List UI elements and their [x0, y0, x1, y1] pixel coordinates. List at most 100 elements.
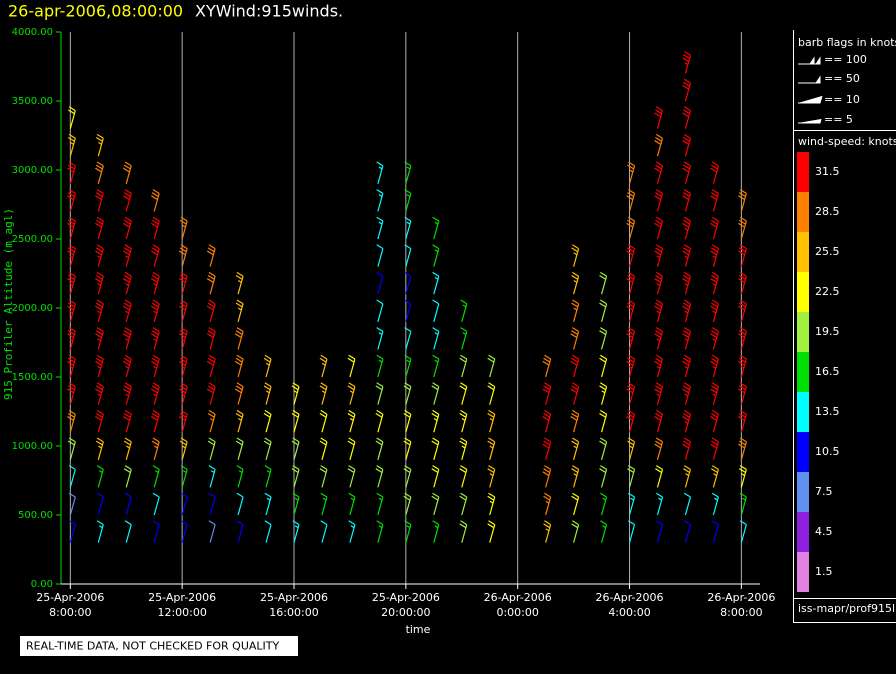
- wind-barb: [95, 271, 104, 295]
- colorbar-swatch: [797, 512, 809, 552]
- wind-barb: [404, 189, 412, 212]
- wind-barb: [432, 216, 440, 240]
- wind-barb: [738, 216, 747, 240]
- wind-barb: [738, 327, 747, 350]
- wind-barb: [123, 216, 132, 240]
- wind-barb: [150, 271, 160, 295]
- wind-barb: [95, 133, 104, 157]
- wind-barb: [682, 78, 692, 102]
- wind-barb: [710, 216, 719, 240]
- wind-barb: [375, 409, 384, 433]
- wind-barb: [67, 437, 76, 460]
- wind-barb: [67, 271, 76, 295]
- wind-barb: [487, 354, 496, 378]
- wind-barb: [123, 409, 132, 433]
- barb-legend-title: barb flags in knots: [798, 36, 896, 49]
- wind-barb: [626, 244, 636, 267]
- colorbar-swatch: [797, 232, 809, 272]
- wind-barb: [460, 299, 468, 322]
- wind-barb: [487, 437, 496, 460]
- wind-barb: [487, 382, 496, 405]
- wind-barb: [710, 437, 719, 460]
- wind-barb: [738, 437, 747, 460]
- wind-barb: [626, 216, 636, 240]
- wind-barb: [682, 161, 692, 184]
- colorbar-title: wind-speed: knots: [798, 135, 896, 148]
- wind-barb: [95, 244, 104, 267]
- wind-barb: [626, 327, 636, 350]
- wind-barb: [152, 465, 160, 488]
- wind-barb: [710, 299, 719, 322]
- wind-barb: [375, 382, 384, 405]
- wind-barb: [67, 189, 76, 212]
- wind-barb: [376, 327, 384, 350]
- wind-barb: [682, 437, 692, 460]
- colorbar-swatch: [797, 152, 809, 192]
- wind-barb: [655, 520, 664, 543]
- wind-barb: [124, 520, 132, 543]
- wind-barb: [459, 354, 468, 378]
- barb-legend-entry: == 10: [824, 93, 860, 106]
- wind-barb: [319, 409, 328, 433]
- wind-barb: [150, 327, 160, 350]
- colorbar-label: 31.5: [815, 165, 840, 178]
- wind-barb: [208, 492, 216, 516]
- wind-barb: [627, 492, 636, 516]
- wind-barb: [459, 409, 468, 433]
- wind-barb: [682, 382, 692, 405]
- wind-barb: [431, 409, 440, 433]
- wind-barb: [68, 520, 76, 543]
- wind-barb: [180, 465, 188, 488]
- barb-legend-entry: == 50: [824, 72, 860, 85]
- wind-barb: [654, 299, 664, 322]
- wind-barb: [151, 437, 160, 460]
- wind-barb: [208, 520, 216, 543]
- wind-barb: [710, 409, 719, 433]
- wind-barb: [654, 189, 664, 212]
- wind-barb: [376, 189, 384, 212]
- wind-barb: [654, 133, 664, 157]
- wind-barb: [432, 299, 440, 322]
- wind-barb: [739, 492, 747, 516]
- wind-barb: [123, 244, 132, 267]
- colorbar-label: 22.5: [815, 285, 840, 298]
- wind-barb: [235, 299, 244, 322]
- wind-barb: [542, 465, 552, 488]
- wind-barb: [738, 244, 747, 267]
- wind-barb: [347, 382, 356, 405]
- x-tick-label: 26-Apr-2006: [707, 591, 775, 604]
- colorbar-label: 19.5: [815, 325, 840, 338]
- y-tick-label: 4000.00: [12, 27, 53, 38]
- colorbar-swatch: [797, 352, 809, 392]
- wind-barb: [150, 409, 160, 433]
- wind-barb: [431, 465, 440, 488]
- wind-barb: [487, 520, 496, 543]
- wind-barb: [207, 409, 216, 433]
- colorbar-swatch: [797, 192, 809, 232]
- wind-barb: [542, 409, 552, 433]
- wind-barb: [150, 299, 160, 322]
- wind-barb: [682, 51, 692, 74]
- note-box: [20, 636, 298, 656]
- wind-barb: [682, 189, 692, 212]
- colorbar-swatch: [797, 392, 809, 432]
- wind-barb: [571, 244, 580, 267]
- wind-barb: [95, 409, 104, 433]
- x-tick-label: 25-Apr-2006: [372, 591, 440, 604]
- wind-barb: [654, 327, 664, 350]
- wind-barb: [404, 299, 412, 322]
- wind-barb: [68, 465, 76, 488]
- wind-barb: [738, 409, 747, 433]
- wind-barb: [403, 492, 412, 516]
- wind-barb: [460, 327, 468, 350]
- wind-barb: [96, 492, 104, 516]
- wind-barb: [264, 520, 272, 543]
- wind-barb: [738, 271, 747, 295]
- wind-barb: [292, 492, 300, 516]
- wind-barb: [654, 382, 664, 405]
- x-axis-label: time: [406, 623, 431, 636]
- wind-barb: [376, 492, 384, 516]
- wind-barb: [235, 409, 244, 433]
- wind-barb: [123, 354, 132, 378]
